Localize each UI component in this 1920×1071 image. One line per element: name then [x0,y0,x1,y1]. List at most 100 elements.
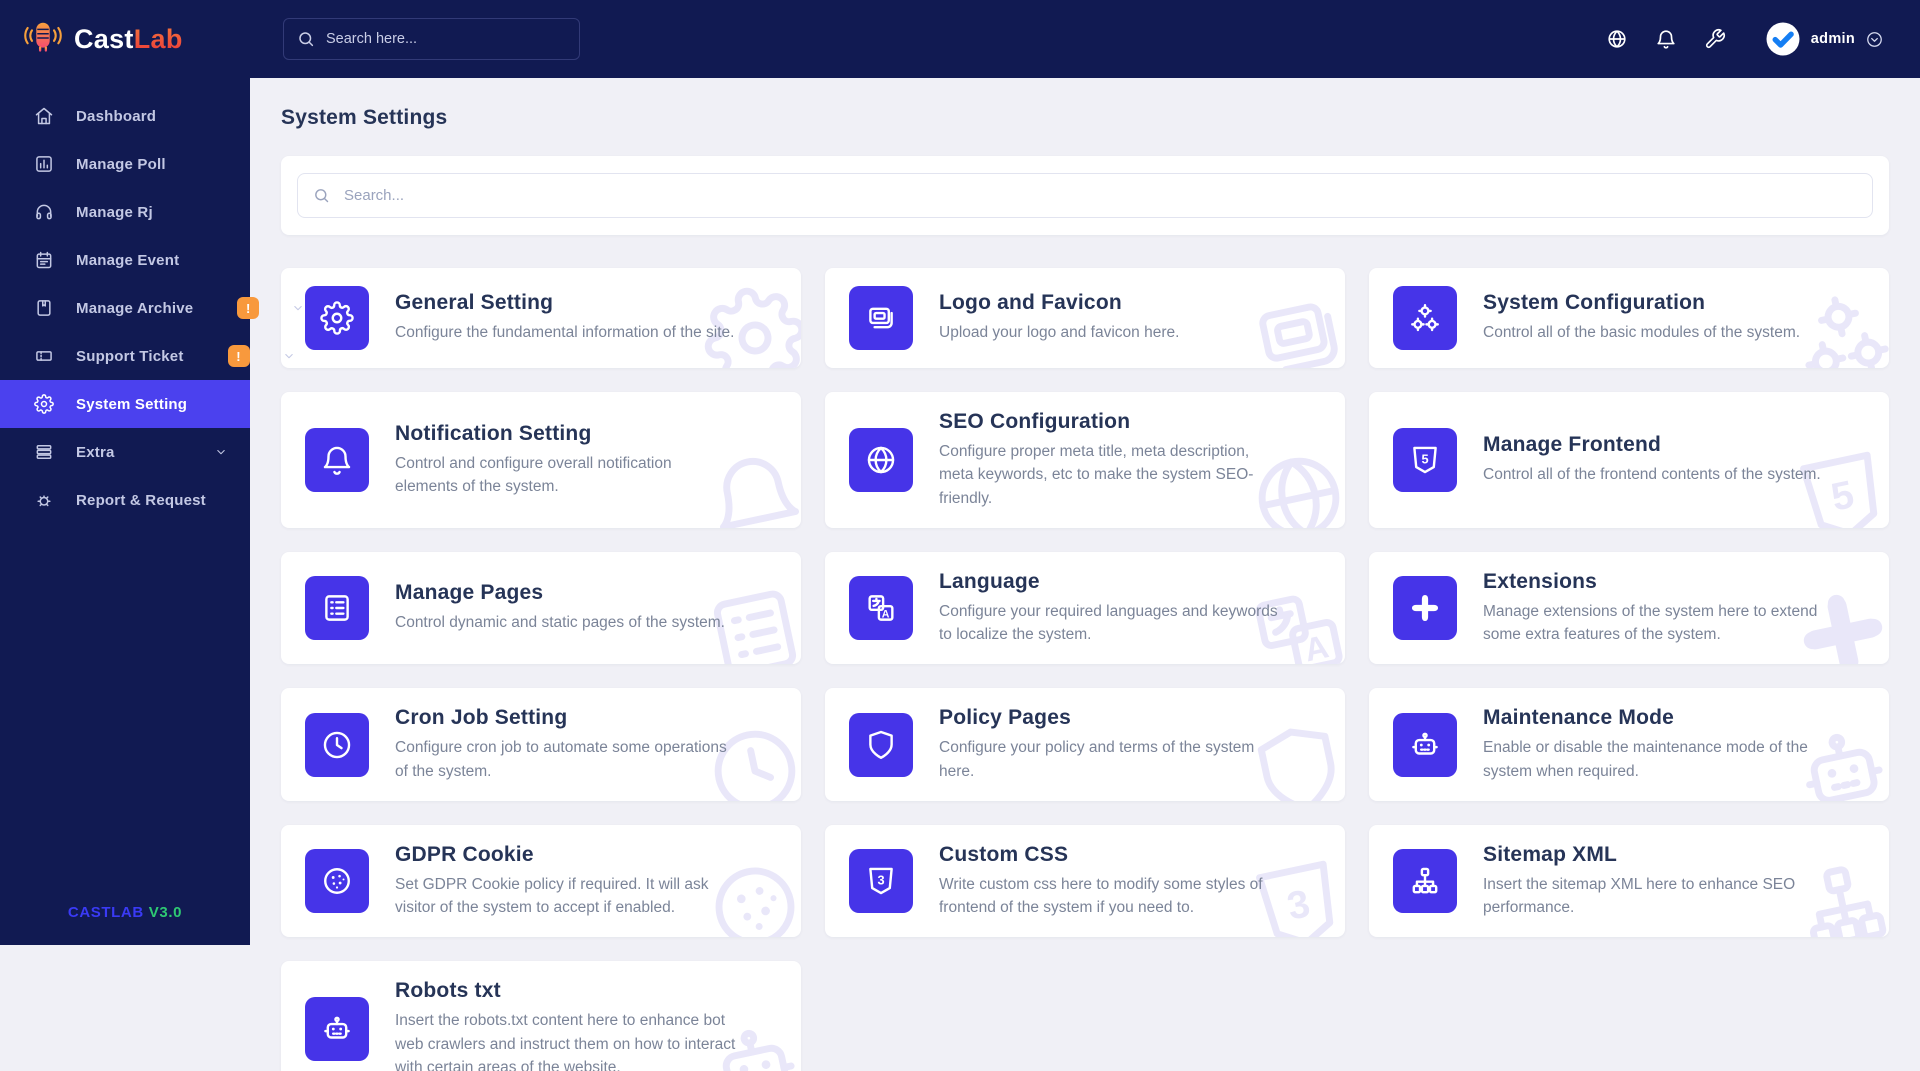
username: admin [1810,31,1855,47]
card-description: Control and configure overall notificati… [395,454,672,495]
card-description: Configure your required languages and ke… [939,602,1278,643]
rows-icon [36,445,52,459]
card-body: SEO Configuration Configure proper meta t… [939,410,1321,510]
gear-icon [704,287,801,368]
card-maintenance-mode[interactable]: Maintenance Mode Enable or disable the ma… [1369,688,1889,801]
clock-icon [714,730,796,801]
card-title: System Configuration [1483,291,1706,315]
card-extensions[interactable]: Extensions Manage extensions of the syste… [1369,551,1889,665]
footer-version: V3.0 [148,904,183,921]
card-description: Set GDPR Cookie policy if required. It w… [395,875,709,916]
card-title: Custom CSS [939,842,1069,866]
alert-badge: ! [227,345,250,367]
settings-search-input[interactable] [297,173,1873,218]
card-icon-tile [1393,712,1457,777]
card-policy-pages[interactable]: Policy Pages Configure your policy and te… [825,688,1345,801]
sidebar-item-manage-rj[interactable]: Manage Rj [0,188,250,236]
user-menu[interactable]: admin [1765,21,1884,57]
sidebar-item-label: Support Ticket [76,347,184,365]
sidebar-item-label: Manage Event [76,251,180,269]
brand-logo[interactable]: CastLab [0,0,250,78]
sidebar-item-report-request[interactable]: Report & Request [0,476,250,524]
card-icon-tile [1393,576,1457,640]
card-title: Cron Job Setting [395,706,568,730]
card-icon-tile [1393,849,1457,913]
alert-badge: ! [237,297,260,319]
card-icon-tile [305,286,369,350]
images-icon [1259,303,1338,368]
main-content: System Settings General Setting Configure… [250,78,1920,1071]
card-seo-configuration[interactable]: SEO Configuration Configure proper meta t… [825,392,1345,528]
sidebar-item-manage-archive[interactable]: Manage Archive! [0,284,303,332]
sidebar-item-manage-event[interactable]: Manage Event [0,236,250,284]
css3-icon: 3 [869,867,893,895]
card-description: Insert the robots.txt content here to en… [395,1012,736,1071]
sidebar-item-label: Dashboard [76,107,157,125]
bell-icon[interactable] [1655,28,1677,50]
microphone-logo-icon [24,22,62,52]
sidebar-item-dashboard[interactable]: Dashboard [0,92,250,140]
card-gdpr-cookie[interactable]: GDPR Cookie Set GDPR Cookie policy if req… [281,824,801,938]
bell-icon [323,446,351,475]
card-title: Policy Pages [939,706,1071,730]
card-icon-tile [849,286,913,350]
card-custom-css[interactable]: 3 Custom CSS Write custom css here to modi… [825,824,1345,938]
card-manage-frontend[interactable]: 5 Manage Frontend Control all of the front… [1369,392,1889,528]
sidebar-item-system-setting[interactable]: System Setting [0,380,250,428]
card-title: Sitemap XML [1483,842,1618,866]
cookie-icon [324,868,350,894]
card-notification-setting[interactable]: Notification Setting Control and configur… [281,392,801,528]
robot-icon [718,1029,795,1071]
globe-icon[interactable] [1606,28,1628,50]
chevron-down-icon [294,306,303,311]
card-icon-tile [305,427,369,492]
card-body: Custom CSS Write custom css here to modif… [939,843,1321,920]
card-description: Enable or disable the maintenance mode o… [1483,739,1808,780]
card-manage-pages[interactable]: Manage Pages Control dynamic and static p… [281,551,801,665]
card-icon-tile [305,576,369,640]
headphones-icon [36,204,52,220]
svg-text:A: A [882,608,890,620]
archive-icon [37,300,51,316]
card-logo-and-favicon[interactable]: Logo and Favicon Upload your logo and fav… [825,268,1345,368]
settings-cards-grid: General Setting Configure the fundamental… [281,268,1889,1071]
robot-icon [324,1016,350,1039]
sidebar-item-extra[interactable]: Extra [0,428,250,476]
images-icon [869,307,893,329]
card-description: Write custom css here to modify some sty… [939,875,1263,916]
svg-text:5: 5 [1421,451,1428,466]
card-icon-tile [849,427,913,492]
card-title: Maintenance Mode [1483,706,1675,730]
globe-icon [867,446,895,474]
card-system-configuration[interactable]: System Configuration Control all of the b… [1369,268,1889,368]
gears-icon [1805,296,1889,368]
sidebar-item-label: Manage Poll [76,155,166,173]
card-icon-tile [305,849,369,913]
chevron-down-icon [284,354,293,359]
chevron-down-icon [217,450,225,455]
wrench-icon[interactable] [1704,28,1726,50]
card-icon-tile [1393,286,1457,350]
card-description: Control dynamic and static pages of the … [395,614,725,632]
sidebar-item-label: Manage Archive [76,299,194,317]
card-title: Logo and Favicon [939,291,1122,315]
card-general-setting[interactable]: General Setting Configure the fundamental… [281,268,801,368]
card-sitemap-xml[interactable]: Sitemap XML Insert the sitemap XML here t… [1369,824,1889,938]
card-robots-txt[interactable]: Robots txt Insert the robots.txt content … [281,961,801,1071]
card-title: Manage Pages [395,581,544,605]
sidebar-item-manage-poll[interactable]: Manage Poll [0,140,250,188]
search-icon [299,32,314,47]
topbar-actions: admin [1606,21,1884,57]
robot-icon [1806,733,1883,801]
card-cron-job-setting[interactable]: Cron Job Setting Configure cron job to au… [281,688,801,801]
sidebar-nav: Dashboard Manage Poll Manage Rj Manage Even… [0,92,303,524]
card-language[interactable]: A Language Configure your required languag… [825,551,1345,665]
card-body: Sitemap XML Insert the sitemap XML here t… [1483,843,1865,920]
gears-icon [1411,304,1439,332]
bug-icon [37,495,51,507]
topbar-search-input[interactable] [283,18,580,60]
ticket-icon [36,351,52,361]
card-body: Maintenance Mode Enable or disable the ma… [1483,706,1865,783]
sidebar-item-support-ticket[interactable]: Support Ticket! [0,332,293,380]
svg-text:3: 3 [877,873,884,888]
